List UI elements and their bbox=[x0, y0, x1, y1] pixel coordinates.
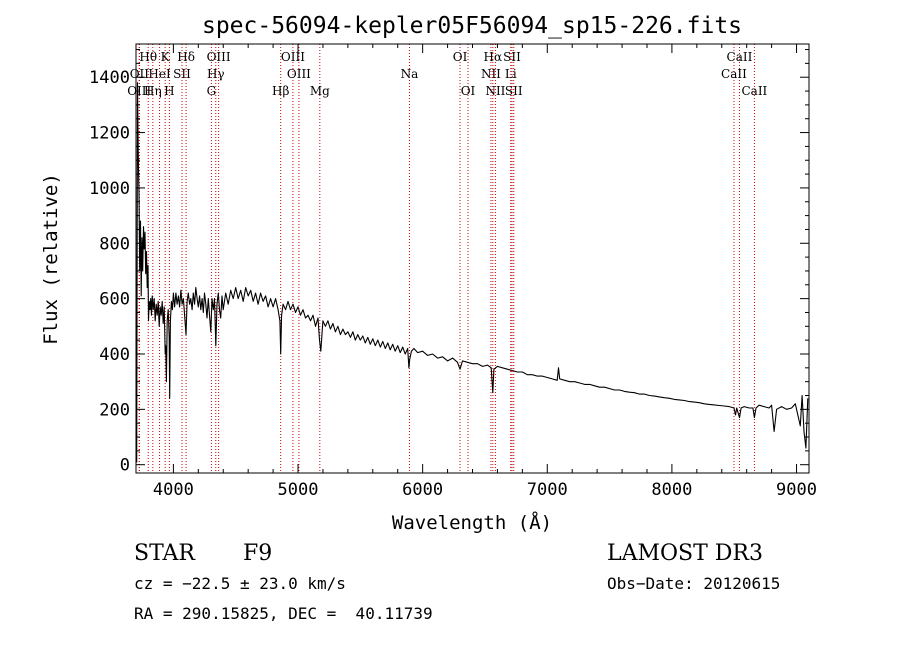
spectral-line-markers bbox=[138, 44, 755, 473]
x-tick-label: 6000 bbox=[402, 480, 443, 500]
spectral-line-label: CaII bbox=[721, 67, 747, 81]
spectral-line-label: HeI bbox=[148, 67, 171, 81]
x-tick-label: 9000 bbox=[776, 480, 817, 500]
spectral-line-label: Mg bbox=[310, 84, 330, 98]
y-axis-ticks: 0 200 400 600 800 1000 1200 1400 bbox=[89, 49, 809, 476]
y-tick-label: 0 bbox=[120, 456, 130, 476]
spectral-line-label: OII bbox=[130, 67, 150, 81]
plot-frame bbox=[135, 43, 810, 474]
spectral-line-label: SII bbox=[173, 67, 191, 81]
x-tick-label: 5000 bbox=[278, 480, 319, 500]
x-tick-label: 8000 bbox=[651, 480, 692, 500]
survey-name: LAMOST DR3 bbox=[607, 541, 763, 566]
coordinates-readout: RA = 290.15825, DEC = 40.11739 bbox=[134, 604, 433, 623]
y-tick-label: 800 bbox=[99, 234, 130, 254]
spectral-line-label: Hη bbox=[144, 84, 162, 98]
x-axis-ticks: 4000 5000 6000 7000 8000 9000 bbox=[153, 44, 817, 500]
observation-date: Obs−Date: 20120615 bbox=[607, 574, 780, 593]
flux-series-layer bbox=[135, 82, 809, 463]
spectral-line-label: OIII bbox=[281, 50, 305, 64]
spectral-line-label: Hα bbox=[484, 50, 503, 64]
y-tick-label: 1400 bbox=[89, 68, 130, 88]
spectral-line-label: NII bbox=[481, 67, 501, 81]
spectral-line-label: Hγ bbox=[207, 67, 225, 81]
x-tick-label: 7000 bbox=[527, 480, 568, 500]
spectral-line-label: CaII bbox=[727, 50, 753, 64]
y-tick-label: 600 bbox=[99, 290, 130, 310]
spectral-line-label: NII bbox=[485, 84, 505, 98]
spectral-line-label: SII bbox=[503, 50, 521, 64]
spectral-line-label: Hθ bbox=[139, 50, 157, 64]
spectral-line-label: G bbox=[207, 84, 217, 98]
x-axis-label: Wavelength (Å) bbox=[392, 511, 552, 534]
spectral-line-label: OIII bbox=[207, 50, 231, 64]
chart-title: spec-56094-kepler05F56094_sp15-226.fits bbox=[202, 13, 742, 39]
y-axis-label: Flux (relative) bbox=[40, 173, 62, 345]
spectral-line-label: OIII bbox=[287, 67, 311, 81]
x-tick-label: 4000 bbox=[153, 480, 194, 500]
object-subclass: F9 bbox=[243, 541, 272, 566]
y-tick-label: 400 bbox=[99, 345, 130, 365]
spectral-line-label: Hβ bbox=[272, 84, 289, 98]
spectral-line-label: Na bbox=[401, 67, 419, 81]
flux-series-line bbox=[135, 82, 809, 463]
spectral-line-label: K bbox=[161, 50, 171, 64]
spectral-line-label: Li bbox=[505, 67, 517, 81]
spectral-line-label: OI bbox=[453, 50, 468, 64]
spectral-line-label: OI bbox=[461, 84, 476, 98]
y-tick-label: 1200 bbox=[89, 124, 130, 144]
object-class: STAR bbox=[134, 541, 196, 566]
spectral-line-label: H bbox=[164, 84, 174, 98]
spectral-line-label: SII bbox=[505, 84, 523, 98]
redshift-readout: cz = −22.5 ± 23.0 km/s bbox=[134, 574, 346, 593]
y-tick-label: 200 bbox=[99, 400, 130, 420]
spectral-line-label: Hδ bbox=[177, 50, 195, 64]
y-tick-label: 1000 bbox=[89, 179, 130, 199]
spectral-line-label: CaII bbox=[741, 84, 767, 98]
